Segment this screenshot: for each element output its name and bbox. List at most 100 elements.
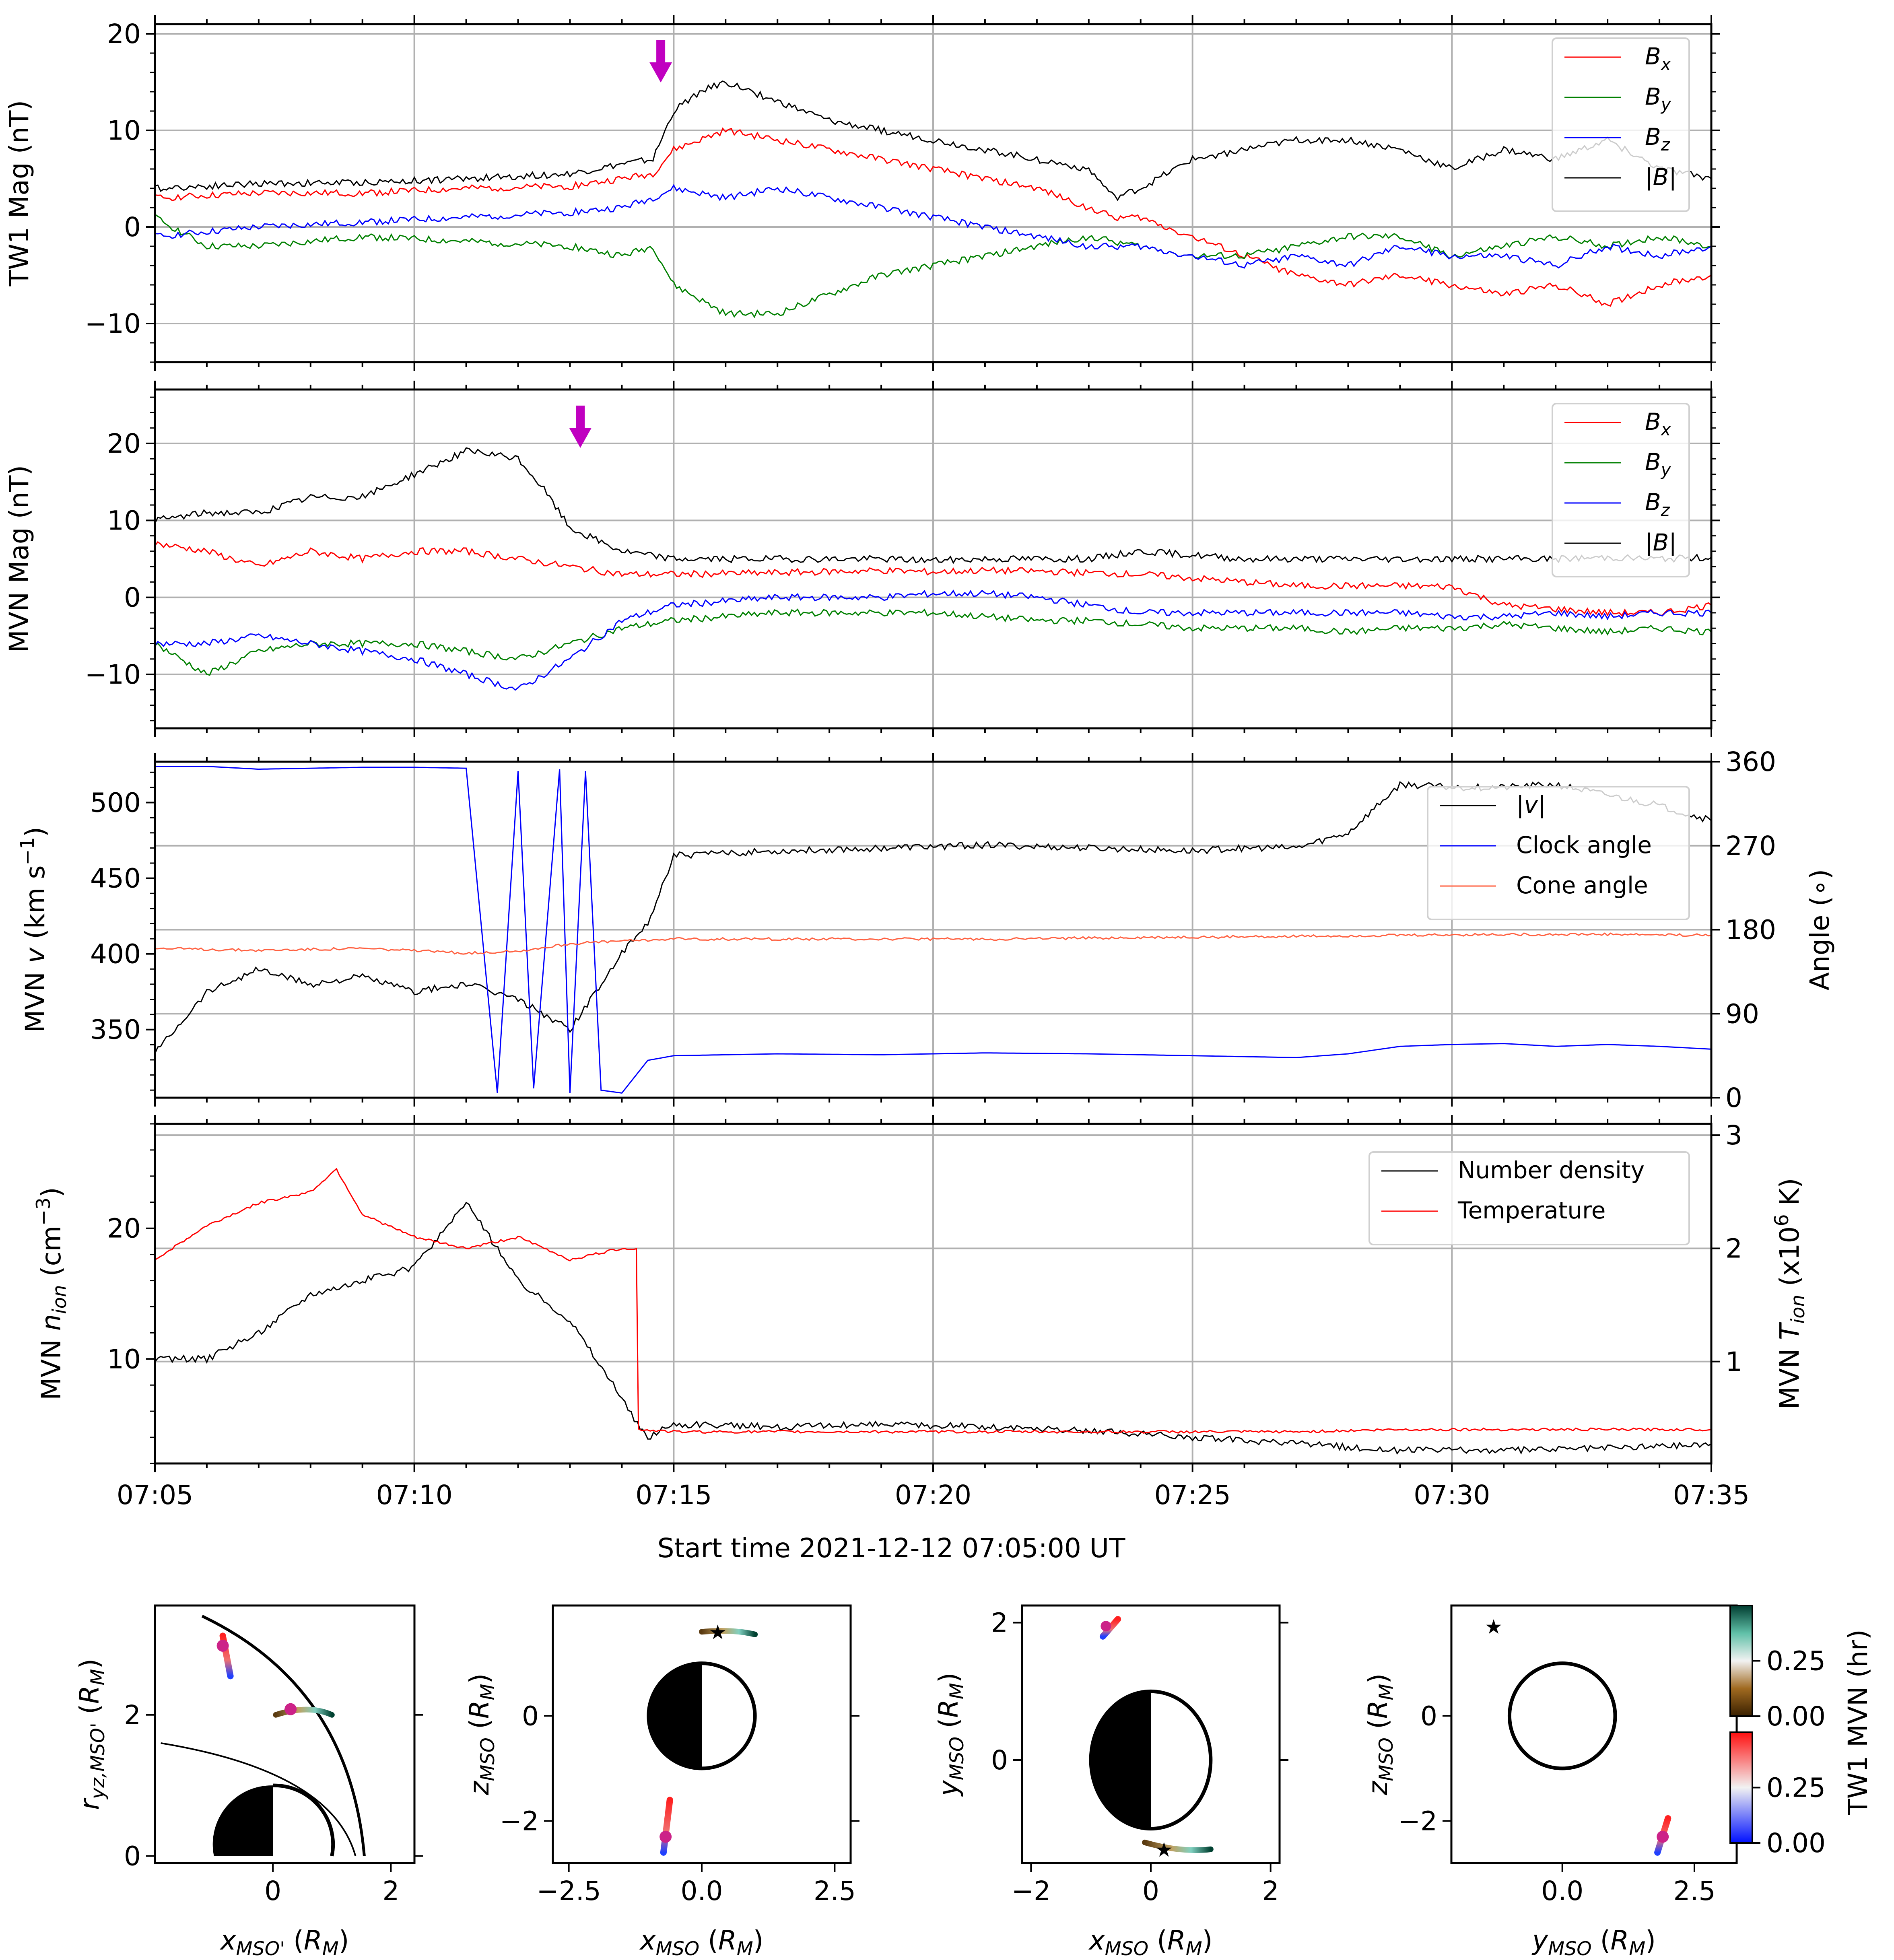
orbit-panel-cyl: 0 2 0 2 xMSO' (RM) ryz,MSO' (RM)	[74, 1604, 423, 1960]
y-right-tick-label: 180	[1725, 915, 1776, 946]
y-axis-label: TW1 Mag (nT)	[4, 100, 35, 286]
orbit-y-axis-label: ryz,MSO' (RM)	[74, 1659, 109, 1810]
legend-box	[1552, 37, 1690, 212]
series-group	[155, 447, 1711, 691]
panel-mvn_mag: −10 0 10 20 MVN Mag (nT) Bx By Bz |B|	[4, 381, 1720, 737]
legend-label: Number density	[1458, 1156, 1645, 1184]
x-tick-label: 07:05	[117, 1480, 193, 1511]
x-tick-label: 2.5	[814, 1875, 856, 1906]
series-line-b	[155, 80, 1711, 202]
y-tick-label: 10	[107, 1344, 141, 1375]
colorbar-tick-label: 0.25	[1766, 1772, 1826, 1803]
y-tick-label: −10	[85, 308, 141, 339]
colorbar-label: TW1 MVN (hr)	[1842, 1629, 1873, 1815]
y-tick-label: 2	[991, 1608, 1008, 1638]
series-line-coneangle	[155, 932, 1711, 955]
orbit-y-axis-label: zMSO (RM)	[464, 1674, 499, 1796]
x-tick-label: 07:35	[1673, 1480, 1750, 1511]
colorbar-mvn-bar	[1729, 1731, 1753, 1844]
legend-label: Bz	[1645, 488, 1670, 520]
planet-outline	[1089, 1689, 1213, 1831]
legend-label: Bz	[1645, 123, 1670, 155]
series-group	[155, 80, 1711, 318]
series-line-bx	[155, 541, 1711, 617]
y-tick-label: 20	[107, 428, 141, 459]
x-tick-label: 0	[264, 1875, 281, 1906]
orbit-panel-xz: ★ −2.5 0.0 2.5 −2 0 xMSO (RM) zMSO (RM)	[464, 1604, 859, 1960]
legend-label: Temperature	[1457, 1197, 1605, 1224]
y-tick-label: 20	[107, 19, 141, 49]
colorbar-tick-label: 0.00	[1766, 1701, 1826, 1732]
y-right-tick-label: 90	[1725, 998, 1759, 1029]
y-tick-label: 20	[107, 1213, 141, 1244]
y-axis-label: MVN v (km s−1)	[16, 827, 51, 1033]
x-tick-label: 0	[1142, 1875, 1159, 1906]
orbit-x-axis-label: yMSO (RM)	[1531, 1925, 1656, 1960]
tw1-trajectory	[273, 1706, 335, 1718]
y-tick-label: 0	[991, 1745, 1008, 1776]
series-line-bz	[155, 184, 1711, 269]
y-right-tick-label: 3	[1725, 1120, 1742, 1151]
y-right-tick-label: 360	[1725, 746, 1776, 777]
y-axis-label: MVN Mag (nT)	[4, 465, 35, 653]
arrow-marker	[656, 40, 666, 62]
mvn-position-marker	[659, 1830, 672, 1843]
colorbar-mvn: 0.00 0.25	[1729, 1731, 1826, 1859]
arrow-marker	[576, 406, 585, 428]
y-tick-label: 0	[124, 582, 141, 613]
tw1-position-marker: ★	[709, 1620, 727, 1644]
colorbar-tick-label: 0.00	[1766, 1828, 1826, 1859]
x-axis-label: Start time 2021-12-12 07:05:00 UT	[657, 1533, 1126, 1564]
legend-box	[1552, 403, 1690, 577]
x-tick-label: 07:20	[895, 1480, 971, 1511]
panel-mvn_density_temp: 10 20 1 2 3 MVN nion (cm−3) MVN Tion (x106 K) N…	[33, 1115, 1809, 1472]
legend-box	[1368, 1151, 1690, 1245]
tw1-trajectory	[699, 1628, 758, 1637]
tw1-position-marker: ★	[1155, 1838, 1173, 1861]
legend-label: |B|	[1645, 529, 1677, 556]
mvn-position-marker	[1657, 1830, 1669, 1843]
mvn-position-marker	[216, 1639, 229, 1652]
planet	[1507, 1661, 1617, 1770]
mvn-position-marker	[1101, 1621, 1111, 1632]
y-tick-label: 10	[107, 115, 141, 146]
x-tick-label: 07:30	[1414, 1480, 1490, 1511]
mvn-trajectory	[660, 1797, 673, 1856]
y-right-tick-label: 2	[1725, 1233, 1742, 1264]
x-tick-label: 07:25	[1154, 1480, 1231, 1511]
series-line-clockangle	[155, 766, 1711, 1094]
orbit-x-axis-label: xMSO (RM)	[639, 1925, 764, 1960]
magnetic-pileup-boundary	[161, 1742, 357, 1857]
planet-nightside	[648, 1663, 702, 1768]
y-tick-label: 400	[90, 939, 141, 970]
arrow-marker-head	[569, 428, 592, 448]
y-right-axis-label: MVN Tion (x106 K)	[1771, 1178, 1809, 1409]
legend-label: |v|	[1516, 791, 1546, 818]
y-tick-label: 0	[1420, 1700, 1437, 1731]
orbit-frame	[154, 1604, 416, 1864]
x-tick-label: 0.0	[1541, 1875, 1583, 1906]
tw1-position-marker	[284, 1703, 297, 1715]
orbit-content: ★	[1485, 1615, 1671, 1856]
orbit-y-axis-label: zMSO (RM)	[1362, 1674, 1397, 1796]
y-tick-label: −10	[85, 659, 141, 690]
x-tick-label: 2	[1262, 1875, 1279, 1906]
x-tick-label: 07:15	[635, 1480, 712, 1511]
y-tick-label: 2	[124, 1700, 141, 1731]
orbit-content: ★	[1089, 1616, 1214, 1861]
planet-outline	[273, 1783, 335, 1857]
y-tick-label: 0	[124, 212, 141, 243]
y-tick-label: 450	[90, 863, 141, 894]
y-tick-label: −2	[1398, 1806, 1437, 1837]
series-line-by	[155, 608, 1711, 676]
orbit-panel-xy: ★ −2 0 2 0 2 xMSO (RM) yMSO (RM)	[933, 1604, 1288, 1960]
legend-label: Bx	[1645, 43, 1671, 74]
orbit-panel-yz: ★ 0.0 2.5 −2 0 yMSO (RM) zMSO (RM)	[1362, 1604, 1746, 1960]
orbit-x-axis-label: xMSO' (RM)	[219, 1925, 349, 1960]
colorbar-tick-label: 0.25	[1766, 1646, 1826, 1677]
series-group	[155, 1168, 1711, 1455]
legend-label: By	[1645, 83, 1671, 114]
colorbar-tw1: 0.00 0.25	[1729, 1605, 1826, 1732]
y-tick-label: −2	[500, 1806, 539, 1837]
